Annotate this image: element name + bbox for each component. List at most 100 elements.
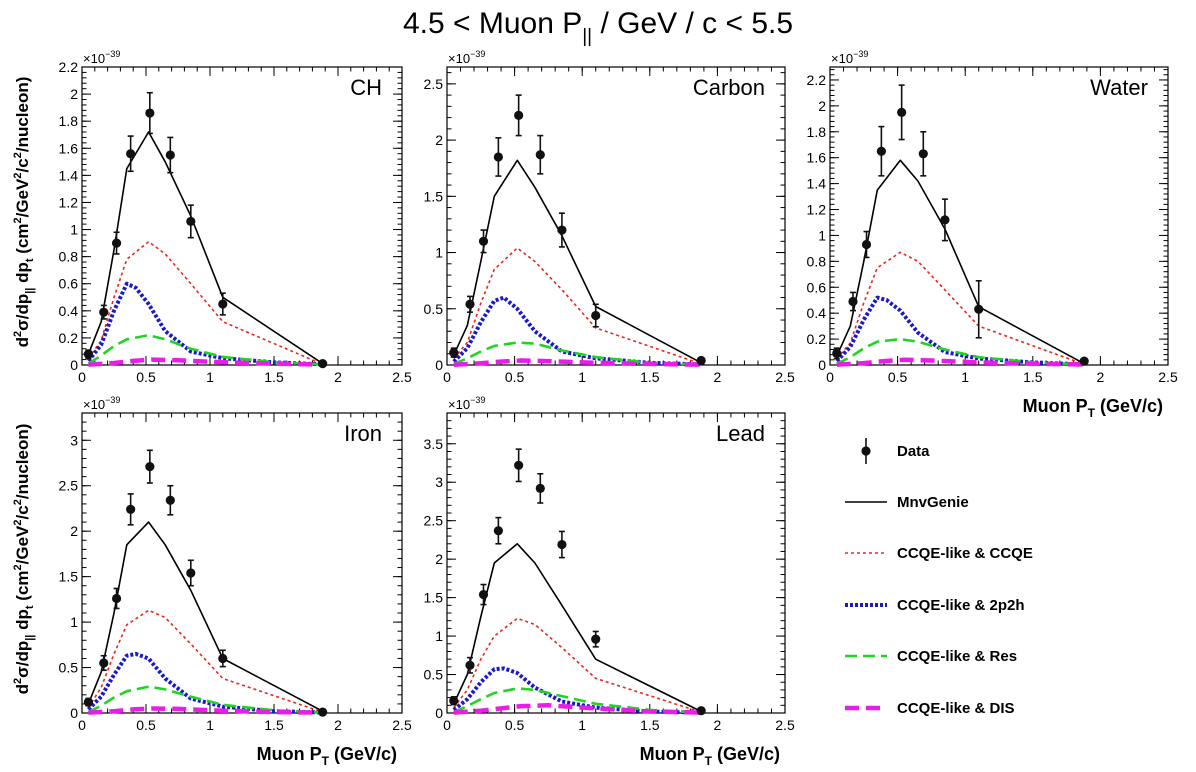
x-tick-label: 0: [78, 717, 86, 733]
data-point: [514, 460, 524, 470]
y-title-cm: (cm: [13, 570, 32, 605]
multiplier-base: ×10: [83, 51, 105, 66]
x-tick-label: 0: [443, 369, 451, 385]
data-point: [83, 349, 93, 359]
data-point: [99, 307, 109, 317]
y-title-sup: 2: [12, 678, 24, 684]
y-tick-label: 0: [435, 357, 443, 373]
y-title-sup: 2: [12, 499, 24, 505]
y-title-sigma: σ/dp: [13, 294, 32, 331]
x-tick-label: 1: [206, 717, 214, 733]
y-multiplier-label: ×10−39: [83, 395, 120, 412]
figure-title: 4.5 < Muon P|| / GeV / c < 5.5: [403, 7, 793, 47]
y-title-cm: (cm: [13, 223, 32, 258]
data-point: [449, 696, 459, 706]
y-tick-label: 1.5: [424, 188, 444, 204]
y-tick-label: 0.4: [59, 303, 79, 319]
x-axis-title-unit: (GeV/c): [329, 744, 397, 764]
y-title-sup: 2: [12, 331, 24, 337]
x-tick-label: 2: [1097, 369, 1105, 385]
x-tick-label: 2.5: [392, 369, 412, 385]
plot-frame: [446, 66, 786, 366]
x-axis-title: Muon PT (GeV/c): [257, 744, 397, 768]
legend-item-twop2h: CCQE-like & 2p2h: [845, 597, 1025, 614]
y-tick-label: 2.2: [807, 72, 827, 88]
y-title-par: ||: [24, 288, 36, 294]
data-point: [145, 108, 155, 118]
y-tick-label: 1.6: [59, 140, 79, 156]
multiplier-base: ×10: [831, 51, 853, 66]
series-ccqe: [87, 609, 323, 713]
panel-ch: 0 0.5 1 1.5 2 2.5 0 0.2 0.4 0.6 0.8 1 1.2 1.4 1.6 1.8 2 2…: [12, 49, 412, 385]
y-tick-label: 1.5: [424, 590, 444, 606]
panel-lead: 0 0.5 1 1.5 2 2.5 0 0.5 1 1.5 2 2.5 3 3.5 ×10−39 Lead Mu…: [424, 395, 795, 768]
data-point: [918, 149, 928, 159]
data-point: [465, 299, 475, 309]
y-multiplier-label: ×10−39: [831, 49, 868, 66]
x-tick-label: 0.5: [136, 369, 156, 385]
y-tick-label: 1: [435, 628, 443, 644]
x-tick-label: 0: [443, 717, 451, 733]
x-axis-title-sub: T: [705, 754, 713, 768]
multiplier-base: ×10: [448, 397, 470, 412]
data-point: [449, 348, 459, 358]
series-mnvgenie: [453, 542, 702, 713]
x-axis-title-unit: (GeV/c): [712, 744, 780, 764]
series-res: [87, 685, 323, 714]
data-point: [478, 589, 489, 600]
legend-label: CCQE-like & DIS: [897, 700, 1015, 717]
data-point: [557, 539, 567, 550]
data-point: [145, 462, 155, 472]
series-dis: [88, 706, 323, 715]
y-tick-label: 1: [70, 614, 78, 630]
x-tick-label: 0.5: [505, 369, 525, 385]
series-ccqe: [453, 617, 702, 713]
series-res: [87, 333, 323, 366]
legend-label: MnvGenie: [897, 494, 969, 511]
data-point: [897, 107, 907, 117]
y-tick-label: 1.5: [59, 569, 79, 585]
legend-item-res: CCQE-like & Res: [845, 648, 1017, 665]
data-point: [218, 653, 228, 664]
y-tick-label: 3.5: [424, 436, 444, 452]
data-point: [165, 150, 175, 160]
y-title-sigma: σ/dp: [13, 641, 32, 678]
y-tick-label: 0.5: [424, 667, 444, 683]
data-point: [186, 568, 196, 578]
y-tick-label: 2: [435, 551, 443, 567]
series-mnvgenie: [87, 521, 323, 712]
title-subscript: ||: [582, 26, 592, 47]
multiplier-exponent: −39: [470, 395, 485, 405]
multiplier-exponent: −39: [105, 49, 120, 59]
x-tick-label: 2: [334, 369, 342, 385]
y-tick-label: 0: [70, 705, 78, 721]
data-point: [126, 504, 136, 514]
y-tick-label: 0.6: [807, 279, 827, 295]
y-multiplier-label: ×10−39: [83, 49, 120, 66]
data-point: [535, 150, 545, 160]
y-title-d: d: [13, 337, 32, 347]
y-title-c: /c: [13, 158, 32, 172]
y-tick-label: 0: [70, 357, 78, 373]
y-tick-label: 1: [818, 227, 826, 243]
x-tick-label: 1: [206, 369, 214, 385]
panel-label: Water: [1090, 75, 1148, 100]
x-tick-label: 0.5: [136, 717, 156, 733]
data-point: [861, 239, 872, 250]
legend-data-marker: [861, 446, 871, 456]
y-tick-label: 0: [435, 705, 443, 721]
y-tick-label: 0.2: [807, 331, 827, 347]
x-axis-title-sub: T: [322, 754, 330, 768]
x-tick-label: 2.5: [775, 369, 795, 385]
y-axis-title: d2σ/dp|| dpt (cm2/GeV2/c2/nucleon): [12, 77, 36, 348]
data-point: [696, 706, 706, 716]
x-tick-label: 0.5: [505, 717, 525, 733]
x-axis-title: Muon PT (GeV/c): [640, 744, 780, 768]
data-point: [832, 348, 842, 358]
plot-frame: [81, 66, 403, 366]
x-tick-label: 1.5: [640, 717, 660, 733]
series-dis: [836, 357, 1085, 367]
panel-label: CH: [350, 75, 382, 100]
panels-group: 0 0.5 1 1.5 2 2.5 0 0.2 0.4 0.6 0.8 1 1.2 1.4 1.6 1.8 2 2…: [12, 49, 1178, 768]
x-tick-label: 1: [578, 369, 586, 385]
